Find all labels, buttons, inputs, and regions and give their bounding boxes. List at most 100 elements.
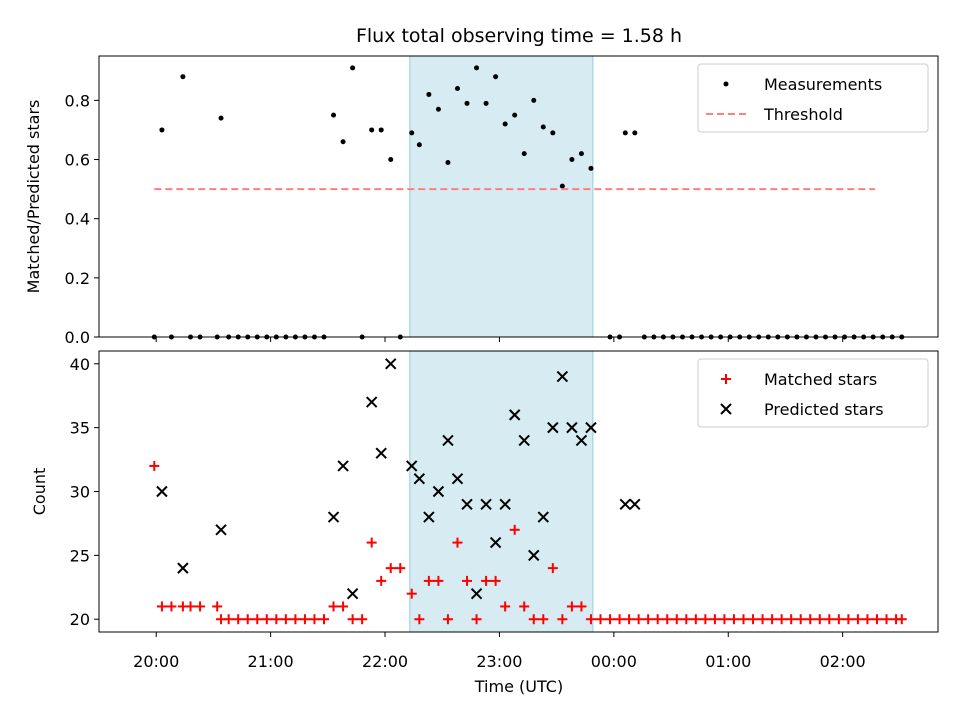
measurement-point: [502, 121, 508, 127]
legend-box: [697, 63, 929, 133]
measurement-point: [550, 130, 556, 136]
y-tick-label: 0.6: [65, 151, 90, 170]
measurement-point: [632, 130, 638, 136]
predicted-stars-point: [423, 511, 435, 523]
matched-stars-point: [814, 614, 825, 625]
x-tick-label: 01:00: [705, 652, 751, 671]
measurement-point: [435, 106, 441, 112]
x-stroke-2: [385, 358, 397, 370]
x-stroke-2: [413, 473, 426, 485]
measurement-point: [483, 100, 489, 106]
y-axis-label: Matched/Predicted stars: [24, 100, 43, 294]
matched-stars-point: [671, 614, 682, 625]
x-stroke-2: [629, 498, 641, 510]
matched-stars-point: [690, 614, 701, 625]
matched-stars-point: [433, 575, 444, 586]
matched-stars-point: [366, 537, 377, 548]
predicted-stars-point: [518, 434, 530, 447]
x-stroke-2: [508, 409, 521, 421]
matched-stars-point: [776, 614, 787, 625]
x-stroke-2: [365, 396, 378, 408]
matched-stars-point: [395, 563, 406, 574]
y-tick-label: 20: [70, 610, 90, 629]
x-stroke-2: [156, 485, 168, 498]
x-stroke-2: [442, 434, 454, 447]
measurement-point: [588, 165, 594, 171]
measurement-point: [331, 112, 337, 118]
axes-frame: [98, 350, 939, 633]
measurement-point: [426, 91, 432, 97]
measurement-point: [569, 157, 575, 163]
predicted-stars-point: [177, 562, 189, 574]
predicted-stars-point: [413, 473, 426, 485]
x-stroke-2: [537, 511, 549, 523]
predicted-stars-point: [547, 421, 559, 434]
predicted-stars-point: [575, 434, 588, 447]
matched-stars-point: [195, 601, 206, 612]
y-tick-label: 0.2: [65, 269, 90, 288]
matched-stars-point: [881, 614, 892, 625]
matched-stars-point: [557, 614, 568, 625]
x-stroke-2: [327, 511, 340, 523]
matched-stars-point: [149, 460, 160, 471]
measurement-point: [180, 74, 186, 80]
matched-stars-point: [357, 614, 368, 625]
measurement-point: [388, 157, 394, 163]
matched-stars-point: [509, 524, 520, 535]
matched-stars-point: [271, 614, 282, 625]
axes-frame: [98, 55, 939, 338]
top-panel-ratio: 0.0 0.2 0.4 0.6 0.8 Matched/Predicted stars Me…: [24, 55, 939, 347]
x-stroke-2: [177, 562, 189, 574]
matched-stars-point: [156, 601, 167, 612]
matched-stars-point: [709, 614, 720, 625]
predicted-stars-point: [385, 358, 397, 370]
matched-stars-point: [595, 614, 606, 625]
predicted-stars-point: [432, 485, 445, 498]
legend-box: [697, 358, 929, 428]
matched-stars-point: [833, 614, 844, 625]
legend-marker-dot: [723, 81, 729, 87]
matched-stars-point: [547, 563, 558, 574]
matched-stars-point: [700, 614, 711, 625]
bottom-panel-counts: 20 25 30 35 40 Count Matched stars Predicted st…: [30, 350, 939, 671]
matched-stars-point: [871, 614, 882, 625]
matched-stars-point: [576, 601, 587, 612]
chart-title: Flux total observing time = 1.58 h: [356, 25, 682, 47]
x-stroke-2: [432, 485, 445, 498]
x-tick-label: 20:00: [133, 652, 179, 671]
x-tick-label: 21:00: [248, 652, 294, 671]
measurement-point: [559, 183, 565, 189]
measurement-point: [493, 74, 499, 80]
x-stroke-2: [406, 460, 418, 472]
matched-stars-point: [757, 614, 768, 625]
matched-stars-point: [643, 614, 654, 625]
measurement-point: [454, 86, 460, 92]
x-stroke-2: [337, 460, 349, 472]
x-stroke-2: [423, 511, 435, 523]
matched-stars-point: [319, 614, 330, 625]
x-tick-label: 22:00: [362, 652, 408, 671]
matched-stars-point: [212, 601, 223, 612]
x-stroke-2: [489, 536, 502, 549]
predicted-stars-point: [346, 587, 359, 600]
matched-stars-point: [500, 601, 511, 612]
y-tick-label: 0.4: [65, 210, 90, 229]
y-tick-label: 35: [70, 419, 90, 438]
matched-stars-point: [852, 614, 863, 625]
measurement-point: [369, 127, 375, 133]
y-tick-label: 40: [70, 355, 90, 374]
matched-stars-point: [376, 575, 387, 586]
predicted-stars-point: [566, 421, 578, 434]
x-stroke-2: [470, 587, 483, 600]
matched-stars-point: [843, 614, 854, 625]
matched-stars-point: [585, 614, 596, 625]
x-stroke-2: [451, 473, 464, 485]
predicted-stars-point: [337, 460, 349, 472]
matched-stars-point: [748, 614, 759, 625]
matched-stars-point: [862, 614, 873, 625]
legend-entry: Matched stars: [764, 370, 877, 389]
predicted-stars-point: [480, 498, 492, 510]
observing-window-shade: [409, 350, 594, 633]
predicted-stars-point: [451, 473, 464, 485]
